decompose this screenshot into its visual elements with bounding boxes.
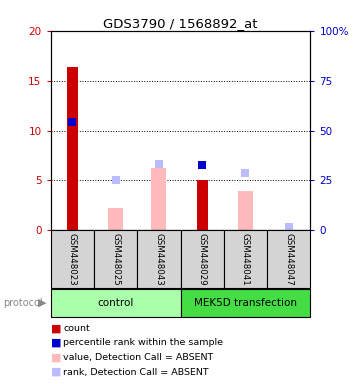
Text: GSM448047: GSM448047	[284, 233, 293, 286]
Text: value, Detection Call = ABSENT: value, Detection Call = ABSENT	[63, 353, 213, 362]
Text: percentile rank within the sample: percentile rank within the sample	[63, 338, 223, 348]
Bar	[224, 230, 267, 288]
Bar	[151, 167, 166, 230]
Text: ▶: ▶	[38, 298, 47, 308]
Title: GDS3790 / 1568892_at: GDS3790 / 1568892_at	[103, 17, 258, 30]
Bar	[180, 289, 310, 317]
Bar	[51, 289, 180, 317]
Text: GSM448043: GSM448043	[155, 233, 163, 286]
Text: ■: ■	[51, 353, 61, 362]
Text: GSM448029: GSM448029	[198, 233, 206, 286]
Bar	[137, 230, 180, 288]
Text: control: control	[97, 298, 134, 308]
Text: count: count	[63, 324, 90, 333]
Bar	[267, 230, 310, 288]
Bar	[238, 192, 253, 230]
Text: GSM448023: GSM448023	[68, 233, 77, 286]
Bar	[197, 180, 208, 230]
Text: protocol: protocol	[4, 298, 43, 308]
Bar	[67, 67, 78, 230]
Bar	[180, 230, 224, 288]
Text: ■: ■	[51, 367, 61, 377]
Bar	[108, 209, 123, 230]
Text: MEK5D transfection: MEK5D transfection	[194, 298, 297, 308]
Text: ■: ■	[51, 338, 61, 348]
Text: ■: ■	[51, 323, 61, 333]
Bar	[51, 230, 94, 288]
Text: GSM448025: GSM448025	[111, 233, 120, 286]
Bar	[94, 230, 137, 288]
Text: rank, Detection Call = ABSENT: rank, Detection Call = ABSENT	[63, 367, 209, 377]
Text: GSM448041: GSM448041	[241, 233, 250, 286]
